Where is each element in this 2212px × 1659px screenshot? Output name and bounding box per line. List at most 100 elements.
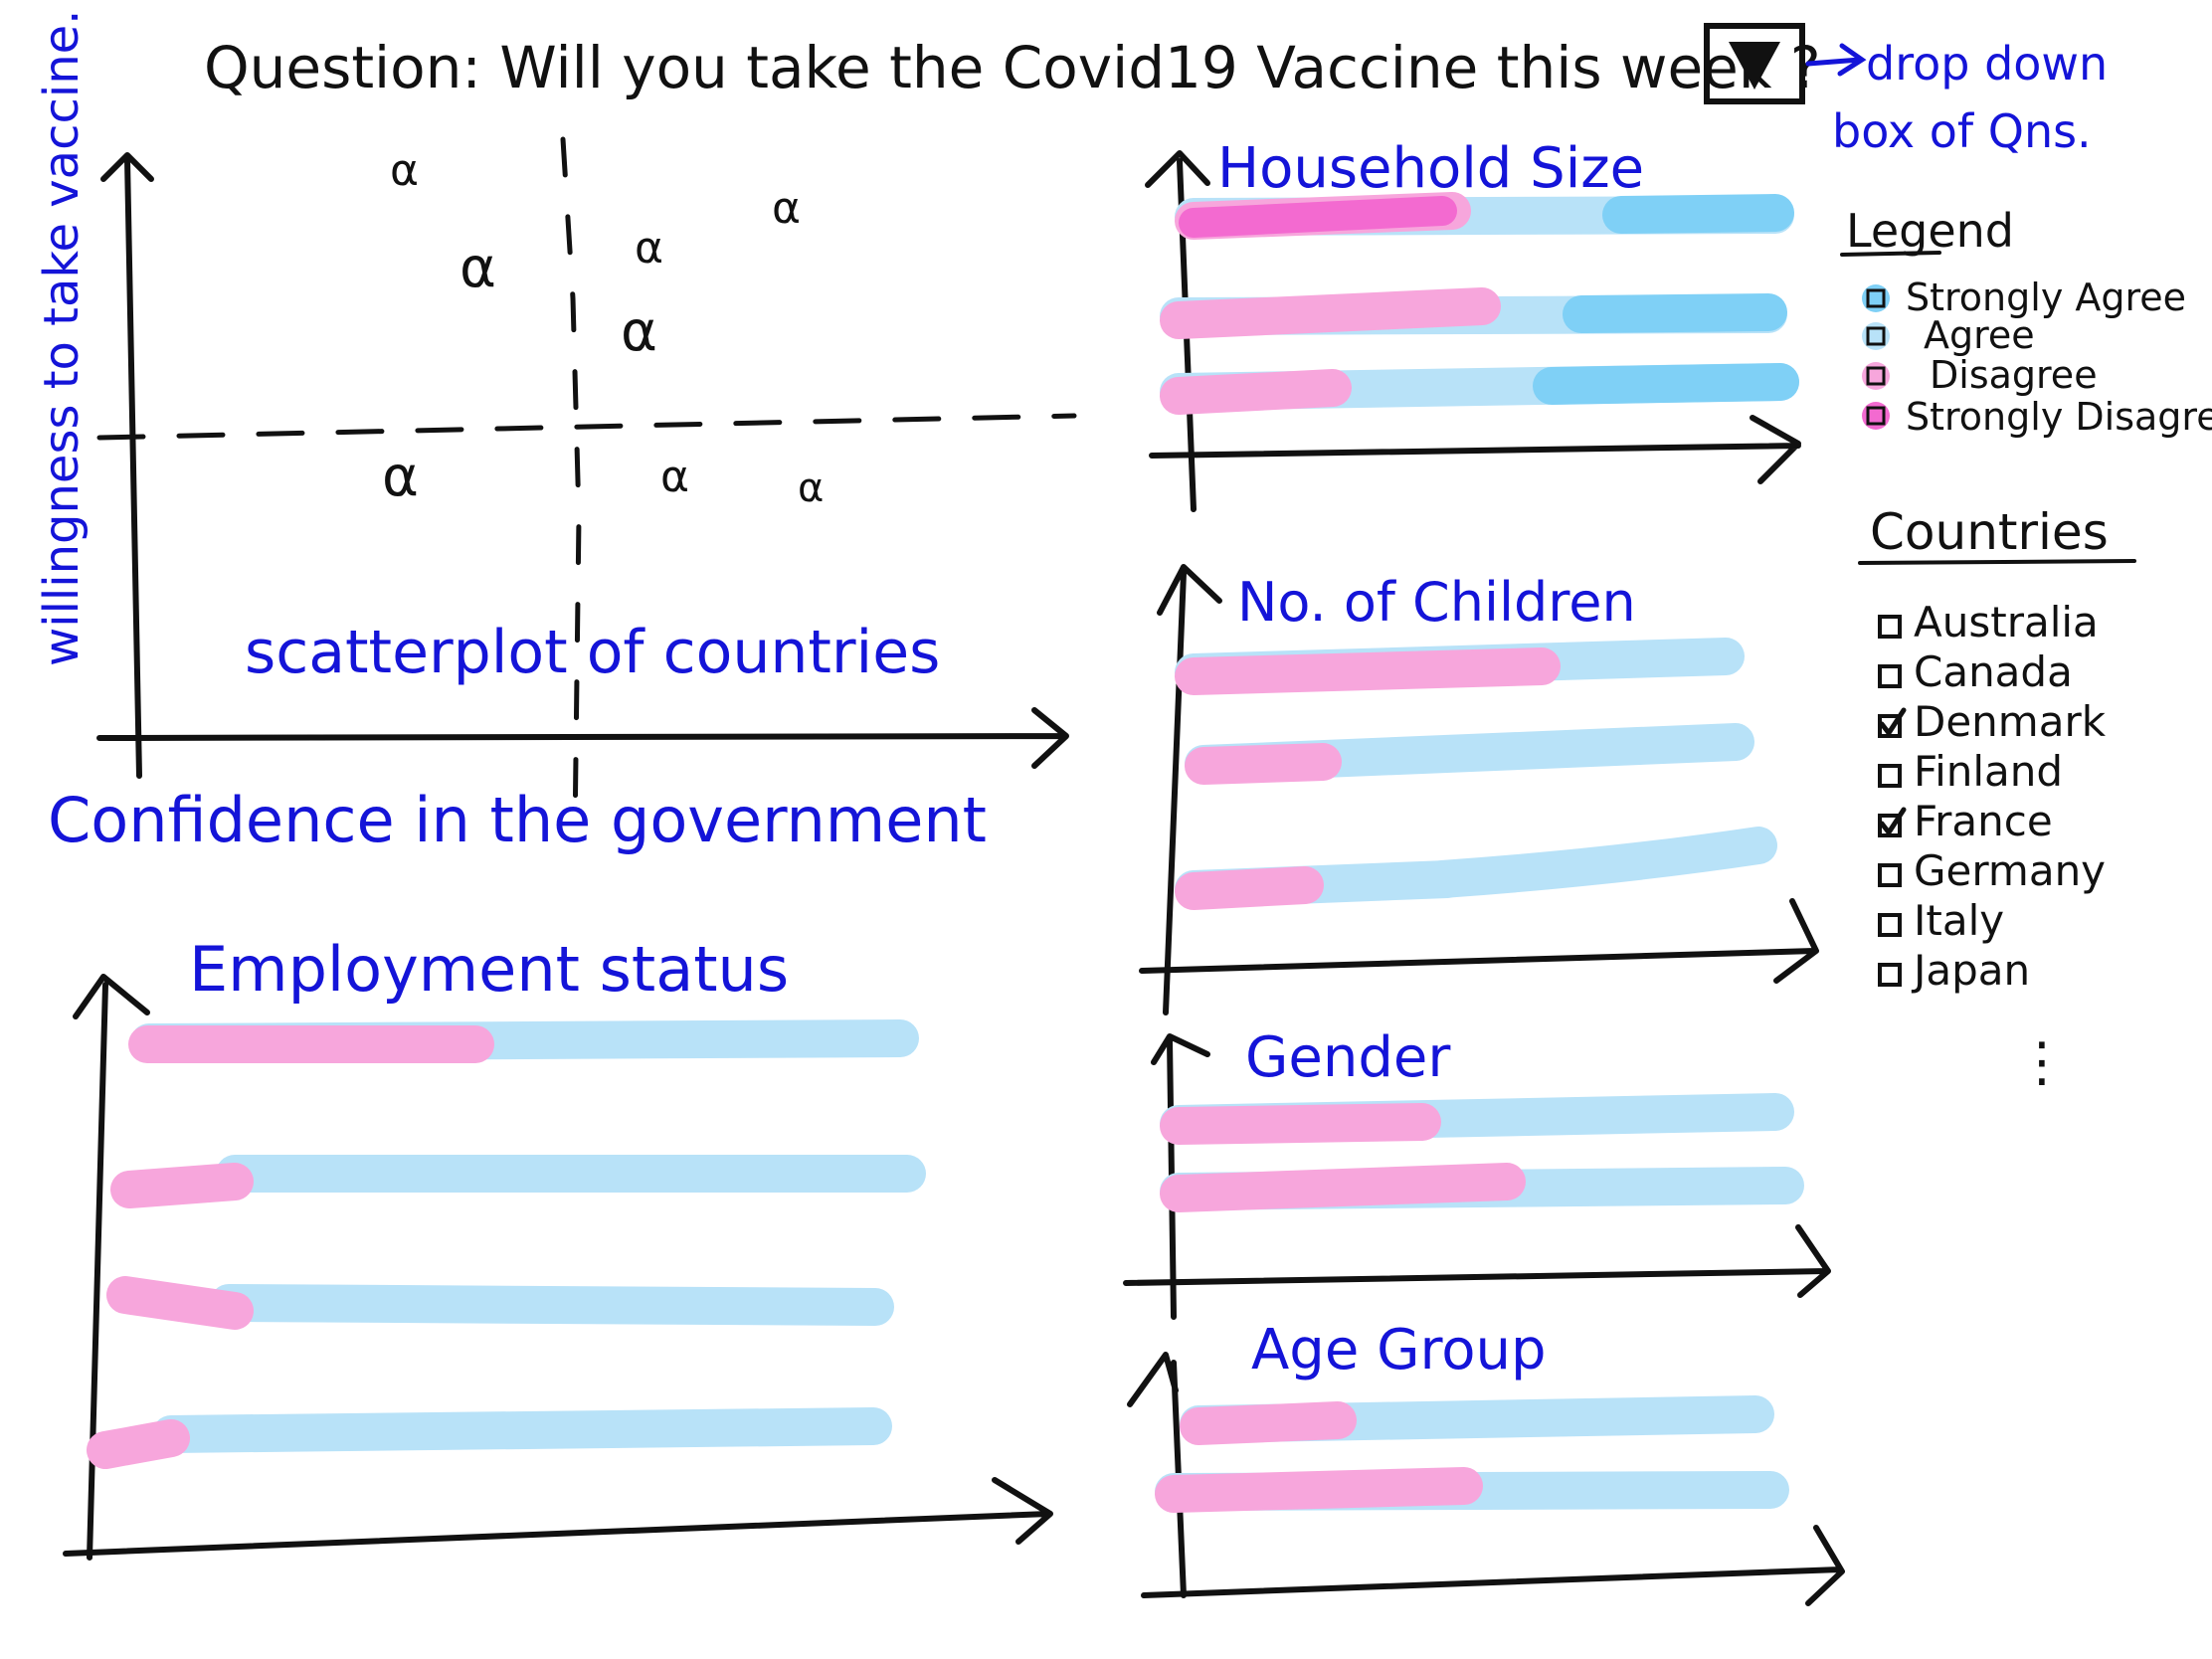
bar-agree (152, 1407, 892, 1453)
scatter-caption: scatterplot of countries (245, 618, 940, 687)
age-title: Age Group (1251, 1318, 1547, 1382)
scatter-point: α (772, 183, 801, 234)
country-label: Finland (1914, 747, 2063, 796)
country-checkbox[interactable] (1878, 664, 1902, 688)
countries-title-underline (1858, 559, 2136, 565)
bar-disagree (87, 1419, 190, 1469)
scatter-point: α (382, 445, 419, 509)
scatter-x-axis (96, 707, 1069, 769)
bar-disagree (1160, 1103, 1441, 1145)
scatter-v-divider (560, 136, 582, 838)
country-item[interactable]: Japan (1878, 946, 2030, 995)
scatterplot: α α α α α α α α willingness to take vacc… (34, 10, 1077, 856)
bar-agree (210, 1284, 894, 1326)
scatter-point: α (390, 145, 419, 196)
scatter-h-divider (96, 413, 1077, 441)
country-checkbox[interactable] (1878, 913, 1902, 937)
bar-disagree (1180, 1401, 1357, 1445)
legend-title-underline (1840, 251, 1941, 257)
checkmark-icon (1879, 807, 1907, 837)
scatter-x-label: Confidence in the government (48, 784, 987, 856)
country-item[interactable]: Canada (1878, 647, 2073, 696)
country-item[interactable]: Finland (1878, 747, 2063, 796)
scatter-points: α α α α α α α α (382, 145, 824, 511)
legend-swatch (1862, 284, 1890, 312)
age-x-axis (1141, 1525, 1845, 1606)
legend-item-disagree: Disagree (1862, 353, 2098, 397)
country-checkbox[interactable] (1878, 615, 1902, 639)
country-label: Italy (1914, 896, 2004, 945)
country-checkbox[interactable] (1878, 963, 1902, 987)
country-checkbox[interactable] (1878, 764, 1902, 788)
country-label: France (1914, 797, 2053, 845)
gender-x-axis (1123, 1224, 1831, 1298)
legend-swatch (1862, 362, 1890, 390)
checkmark-icon (1879, 707, 1907, 738)
country-item[interactable]: France (1878, 797, 2053, 845)
children-chart: No. of Children (1139, 564, 1819, 1015)
bar-agree (1423, 827, 1777, 898)
countries-filter: Countries AustraliaCanadaDenmarkFinlandF… (1858, 503, 2136, 1093)
question-dropdown[interactable] (1704, 23, 1805, 104)
legend-swatch (1862, 322, 1890, 350)
bar-disagree (1175, 866, 1324, 910)
children-bars (1175, 638, 1777, 910)
bar-disagree (1175, 647, 1561, 695)
bar-disagree (1155, 1467, 1483, 1513)
scatter-point: α (621, 299, 657, 364)
legend-checkbox-icon[interactable] (1866, 366, 1886, 386)
legend-label: Disagree (1930, 353, 2098, 397)
children-title: No. of Children (1237, 571, 1636, 634)
countries-title: Countries (1870, 503, 2109, 561)
legend-label: Agree (1924, 313, 2035, 357)
legend-item-agree: Agree (1862, 313, 2035, 357)
bar-disagree (1160, 287, 1501, 339)
household-title: Household Size (1217, 136, 1644, 201)
country-checkbox[interactable] (1878, 863, 1902, 887)
legend: Legend Strongly Agree Agree Disagree Str… (1840, 204, 2212, 439)
dropdown-note-line2: box of Qns. (1832, 104, 2092, 158)
age-group-chart: Age Group (1127, 1318, 1845, 1606)
scatter-point: α (460, 236, 496, 300)
gender-bars (1160, 1093, 1804, 1212)
bar-strongly-agree (1563, 293, 1787, 333)
scatter-y-axis (100, 152, 154, 779)
bar-disagree (106, 1276, 254, 1330)
country-label: Denmark (1914, 697, 2107, 746)
bar-strongly-disagree (1179, 196, 1457, 238)
scatter-point: α (798, 465, 824, 511)
scatter-point: α (660, 452, 689, 502)
scatter-point: α (635, 223, 663, 274)
children-x-axis (1139, 898, 1819, 984)
country-item[interactable]: Germany (1878, 846, 2106, 895)
children-y-axis (1157, 564, 1222, 1015)
country-label: Australia (1914, 598, 2099, 646)
question-label: Question: Will you take the Covid19 Vacc… (204, 34, 1821, 101)
household-size-chart: Household Size (1145, 136, 1801, 512)
legend-label: Strongly Agree (1906, 276, 2186, 319)
bar-disagree (110, 1163, 254, 1208)
legend-checkbox-icon[interactable] (1866, 406, 1886, 426)
age-bars (1155, 1395, 1789, 1513)
gender-title: Gender (1245, 1025, 1451, 1090)
employment-chart: Employment status (63, 933, 1053, 1561)
bar-strongly-agree (1602, 194, 1794, 234)
legend-checkbox-icon[interactable] (1866, 288, 1886, 308)
legend-checkbox-icon[interactable] (1866, 326, 1886, 346)
household-x-axis (1149, 415, 1801, 484)
employment-x-axis (63, 1477, 1053, 1557)
country-item[interactable]: Italy (1878, 896, 2004, 945)
country-label: Germany (1914, 846, 2106, 895)
country-label: Canada (1914, 647, 2073, 696)
more-countries-icon: ⋮ (2015, 1030, 2069, 1093)
legend-item-strongly-disagree: Strongly Disagree (1862, 395, 2212, 439)
bar-disagree (1185, 743, 1342, 785)
bar-disagree (1160, 369, 1352, 415)
dropdown-arrow-icon (1729, 42, 1780, 90)
gender-chart: Gender (1123, 1025, 1831, 1320)
country-item[interactable]: Denmark (1878, 697, 2107, 746)
legend-title: Legend (1846, 204, 2014, 258)
country-item[interactable]: Australia (1878, 598, 2099, 646)
legend-label: Strongly Disagree (1906, 395, 2212, 439)
